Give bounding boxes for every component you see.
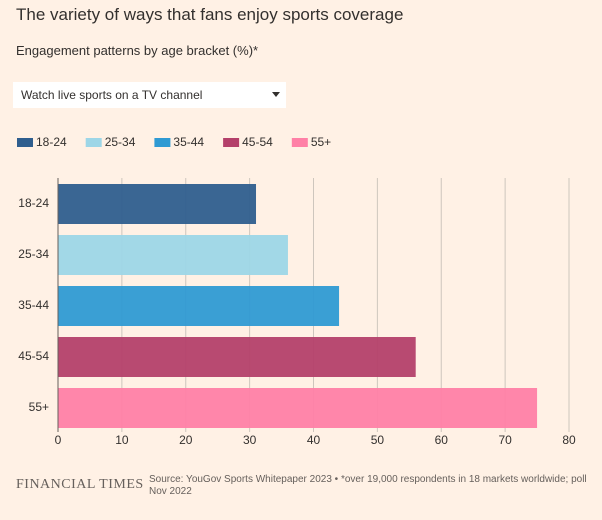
dropdown-label: Watch live sports on a TV channel xyxy=(21,88,203,102)
x-tick-label: 30 xyxy=(243,433,257,447)
bar xyxy=(58,286,340,326)
source-note: Source: YouGov Sports Whitepaper 2023 • … xyxy=(149,474,587,497)
x-tick-label: 40 xyxy=(307,433,321,447)
legend-swatch xyxy=(154,138,171,147)
bar xyxy=(58,337,416,377)
legend-label: 18-24 xyxy=(36,135,67,149)
brand-logo: FINANCIAL TIMES xyxy=(16,477,144,492)
x-tick-label: 10 xyxy=(115,433,129,447)
legend-swatch xyxy=(223,138,240,147)
x-tick-label: 0 xyxy=(55,433,62,447)
legend-label: 35-44 xyxy=(173,135,204,149)
x-tick-label: 20 xyxy=(179,433,193,447)
x-tick-label: 50 xyxy=(371,433,385,447)
chart-title: The variety of ways that fans enjoy spor… xyxy=(16,5,404,24)
legend-label: 55+ xyxy=(311,135,331,149)
x-tick-label: 80 xyxy=(562,433,576,447)
y-tick-label: 45-54 xyxy=(18,349,49,363)
x-tick-label: 60 xyxy=(435,433,449,447)
bar xyxy=(58,235,288,275)
legend-label: 45-54 xyxy=(242,135,273,149)
y-tick-label: 25-34 xyxy=(18,247,49,261)
legend-swatch xyxy=(85,138,102,147)
dropdown-arrow xyxy=(272,92,280,97)
y-tick-label: 55+ xyxy=(29,400,49,414)
bar xyxy=(58,388,538,428)
legend-swatch xyxy=(17,138,33,147)
y-tick-label: 35-44 xyxy=(18,298,49,312)
chart-subtitle: Engagement patterns by age bracket (%)* xyxy=(16,43,259,58)
legend-swatch xyxy=(291,138,308,147)
bar xyxy=(58,184,257,224)
legend-label: 25-34 xyxy=(105,135,136,149)
chart: 18-24 25-34 35-44 45-54 55+ 0 10 20 30 40 50 60 70 80… xyxy=(17,135,576,447)
x-tick-label: 70 xyxy=(498,433,512,447)
y-tick-label: 18-24 xyxy=(18,196,49,210)
dropdown[interactable]: Watch live sports on a TV channel xyxy=(13,82,286,108)
